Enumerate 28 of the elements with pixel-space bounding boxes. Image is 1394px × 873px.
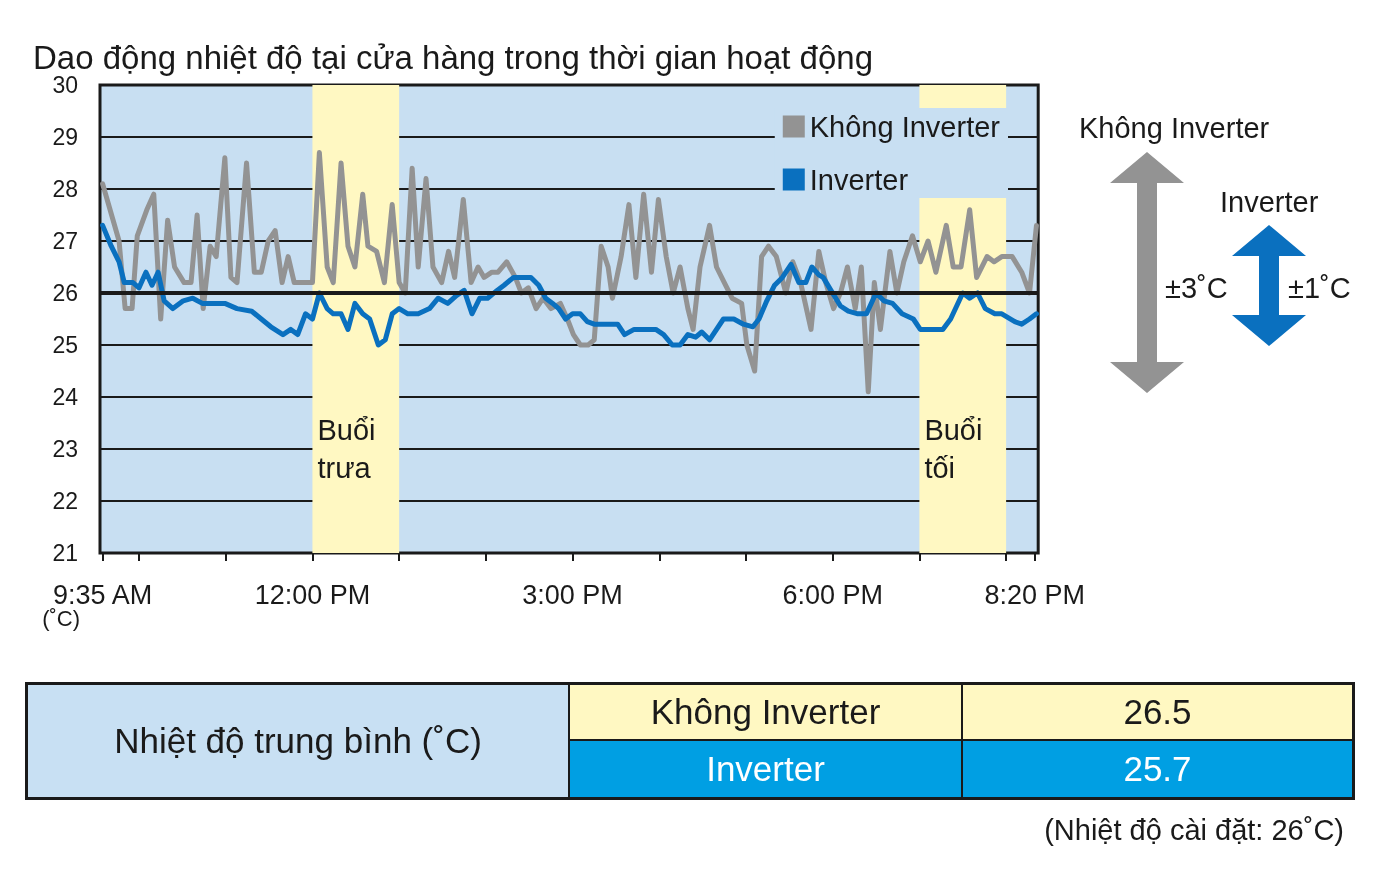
y-tick-label: 29 [52, 124, 78, 150]
legend-label: Inverter [809, 163, 909, 196]
band-label: Buổi trưa [317, 414, 376, 484]
y-tick-label: 23 [52, 436, 78, 462]
y-tick-label: 28 [52, 176, 78, 202]
y-tick-label: 25 [52, 332, 78, 358]
text: Nhiệt độ trung bình (˚C) [28, 685, 570, 797]
legend-label: Không Inverter [809, 110, 1001, 143]
text: Inverter [1220, 186, 1319, 219]
text: (Nhiệt độ cài đặt: 26˚C) [1044, 814, 1344, 847]
y-tick-label: 26 [52, 280, 78, 306]
x-tick-label: 3:00 PM [522, 579, 623, 610]
text: 25.7 [963, 741, 1352, 797]
text: ±1˚C [1288, 272, 1351, 305]
y-tick-label: 21 [52, 540, 78, 566]
text: Không Inverter [1079, 112, 1270, 145]
y-tick-label: 27 [52, 228, 78, 254]
band-label: Buổi tối [924, 414, 983, 484]
y-tick-label: 22 [52, 488, 78, 514]
x-tick-label: 6:00 PM [782, 579, 883, 610]
text: ±3˚C [1165, 272, 1228, 305]
text: Inverter [570, 741, 963, 797]
text: Không Inverter [570, 685, 963, 741]
text: 26.5 [963, 685, 1352, 741]
y-tick-label: 24 [52, 384, 79, 410]
x-tick-label: 12:00 PM [254, 579, 371, 610]
y-axis-title: (˚C) [42, 606, 80, 632]
x-tick-label: 8:20 PM [984, 579, 1086, 610]
